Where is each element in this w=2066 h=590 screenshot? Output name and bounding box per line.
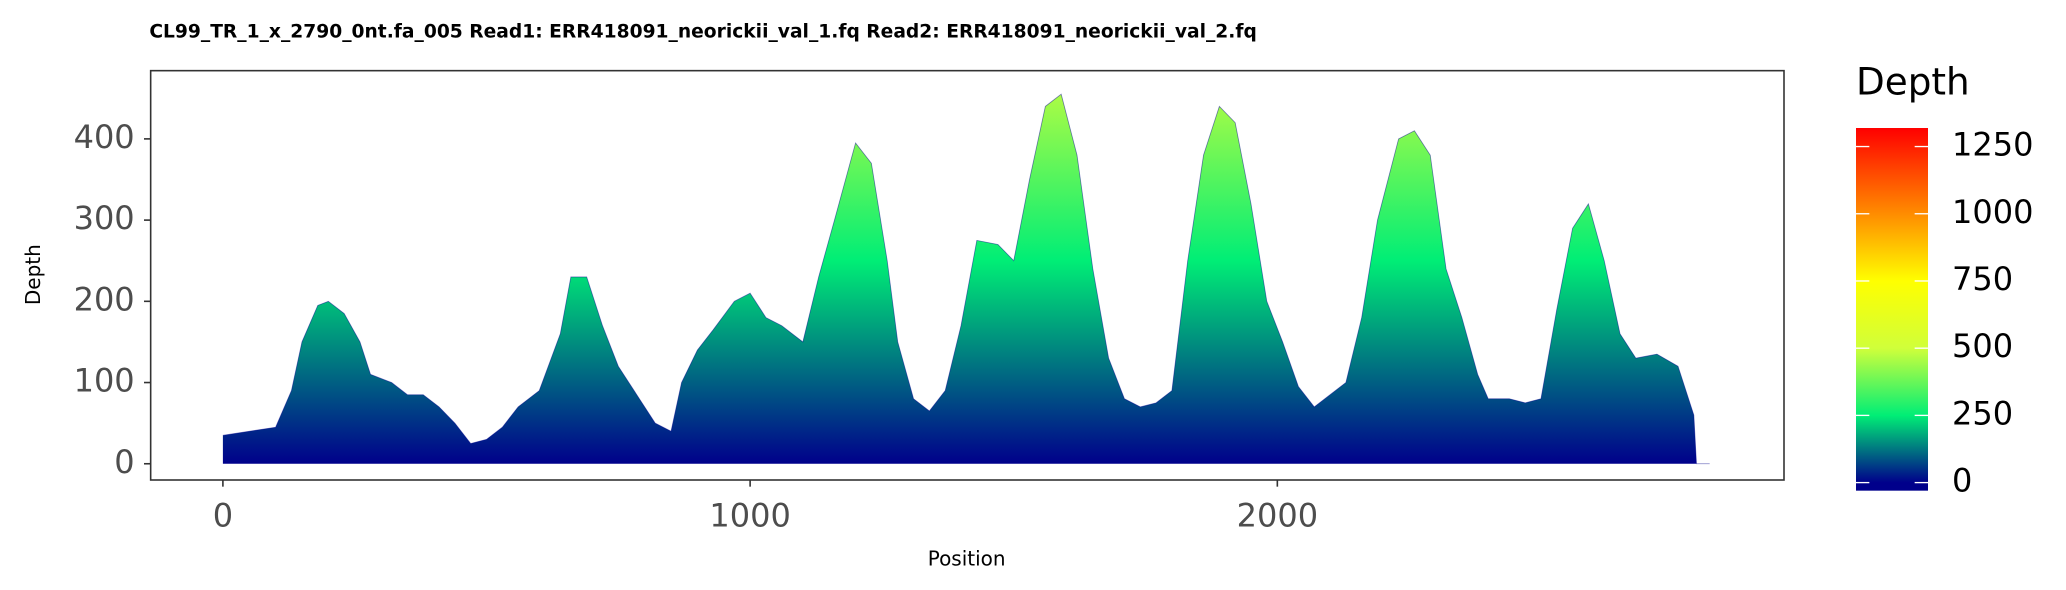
chart-title: CL99_TR_1_x_2790_0nt.fa_005 Read1: ERR41…: [149, 22, 1257, 43]
legend-tick-label: 1250: [1952, 126, 2033, 164]
legend-tick-label: 500: [1952, 327, 2013, 365]
plot-border: [149, 69, 1785, 481]
legend-tick-label: 750: [1952, 260, 2013, 298]
legend-title: Depth: [1856, 60, 1970, 104]
y-axis-label: Depth: [21, 244, 45, 305]
y-tick-label: 0: [114, 443, 134, 481]
legend-tick-label: 250: [1952, 394, 2013, 432]
y-tick-label: 300: [74, 199, 135, 237]
x-tick-label: 0: [213, 496, 233, 534]
y-tick-label: 200: [74, 280, 135, 318]
x-axis-label: Position: [928, 547, 1006, 571]
area-outline: [222, 93, 1710, 465]
legend-tick-label: 0: [1952, 462, 1972, 500]
legend-tick-label: 1000: [1952, 193, 2033, 231]
y-tick-label: 100: [74, 362, 135, 400]
colorbar: [1856, 128, 1928, 491]
x-tick-label: 1000: [709, 496, 790, 534]
y-tick-label: 400: [74, 118, 135, 156]
x-tick-label: 2000: [1237, 496, 1318, 534]
area: [222, 94, 1710, 464]
